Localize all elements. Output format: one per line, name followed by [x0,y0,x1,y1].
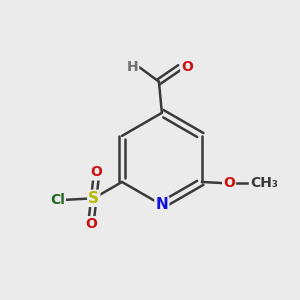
Text: Cl: Cl [50,193,65,207]
Text: O: O [181,60,193,74]
Text: CH₃: CH₃ [250,176,278,190]
Text: H: H [127,60,138,74]
Text: N: N [155,197,168,212]
Text: O: O [223,176,235,190]
Text: O: O [85,217,97,231]
Text: O: O [90,165,102,179]
Text: S: S [88,191,99,206]
